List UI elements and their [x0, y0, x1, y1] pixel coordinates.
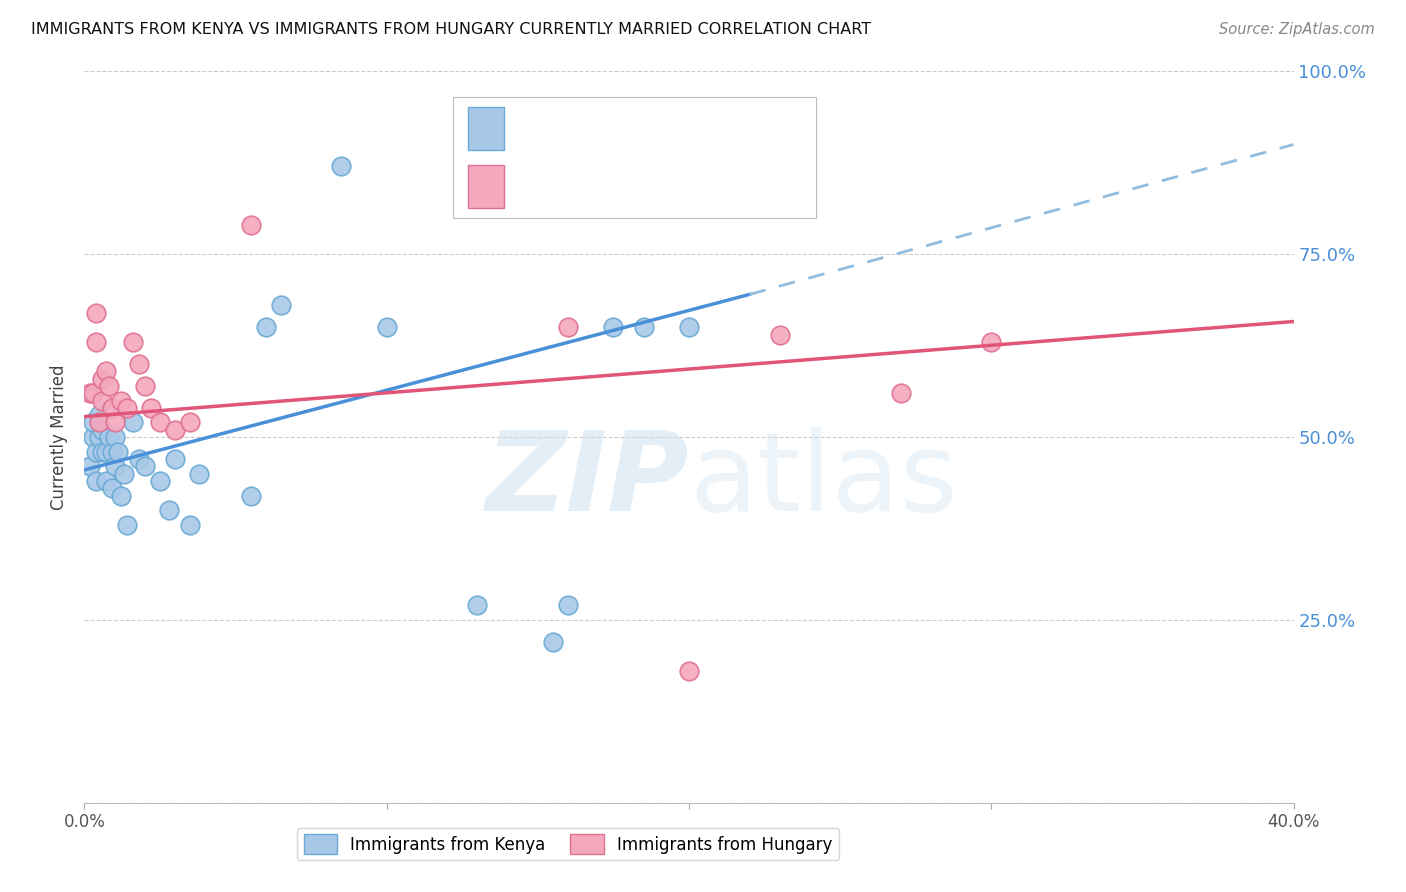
Point [557, 599, 579, 613]
Point [97, 430, 120, 444]
Point [165, 452, 187, 467]
Text: ZIP: ZIP [485, 427, 689, 534]
Text: Source: ZipAtlas.com: Source: ZipAtlas.com [1219, 22, 1375, 37]
Point [89, 408, 111, 422]
Point [115, 401, 138, 415]
Point [270, 298, 292, 312]
Point [97, 379, 120, 393]
Point [128, 452, 150, 467]
Point [179, 416, 201, 430]
Point [79, 459, 101, 474]
Point [107, 444, 129, 458]
Point [110, 489, 132, 503]
Point [128, 357, 150, 371]
Point [86, 444, 108, 458]
Point [86, 334, 108, 349]
Point [330, 160, 353, 174]
Point [165, 423, 187, 437]
Point [89, 416, 111, 430]
Point [121, 416, 143, 430]
Point [149, 474, 172, 488]
Point [91, 371, 114, 385]
Point [110, 393, 132, 408]
Point [79, 386, 101, 401]
Point [139, 401, 162, 415]
Point [149, 416, 172, 430]
Point [104, 459, 127, 474]
Point [121, 334, 143, 349]
Point [602, 320, 624, 334]
Point [104, 416, 127, 430]
Point [94, 474, 117, 488]
Point [100, 444, 122, 458]
Point [94, 364, 117, 378]
Point [94, 444, 117, 458]
Legend: Immigrants from Kenya, Immigrants from Hungary: Immigrants from Kenya, Immigrants from H… [297, 828, 839, 860]
Point [239, 218, 262, 232]
Point [375, 320, 398, 334]
Point [633, 320, 655, 334]
Point [86, 474, 108, 488]
Point [82, 430, 104, 444]
Point [769, 327, 792, 342]
Point [157, 503, 180, 517]
Point [86, 306, 108, 320]
Y-axis label: Currently Married: Currently Married [51, 364, 69, 510]
Point [179, 517, 201, 532]
Point [188, 467, 211, 481]
Point [980, 334, 1002, 349]
Point [134, 379, 156, 393]
Point [82, 386, 104, 401]
Point [89, 430, 111, 444]
Point [890, 386, 912, 401]
Point [104, 430, 127, 444]
Point [239, 489, 262, 503]
Point [678, 664, 700, 678]
Point [254, 320, 277, 334]
Point [112, 467, 135, 481]
Point [541, 635, 564, 649]
Point [100, 481, 122, 495]
Point [100, 401, 122, 415]
Point [678, 320, 700, 334]
Text: atlas: atlas [689, 427, 957, 534]
Point [82, 416, 104, 430]
Text: IMMIGRANTS FROM KENYA VS IMMIGRANTS FROM HUNGARY CURRENTLY MARRIED CORRELATION C: IMMIGRANTS FROM KENYA VS IMMIGRANTS FROM… [31, 22, 872, 37]
Point [467, 599, 489, 613]
Point [115, 517, 138, 532]
Point [91, 444, 114, 458]
Point [134, 459, 156, 474]
Point [91, 393, 114, 408]
Point [557, 320, 579, 334]
Point [91, 423, 114, 437]
